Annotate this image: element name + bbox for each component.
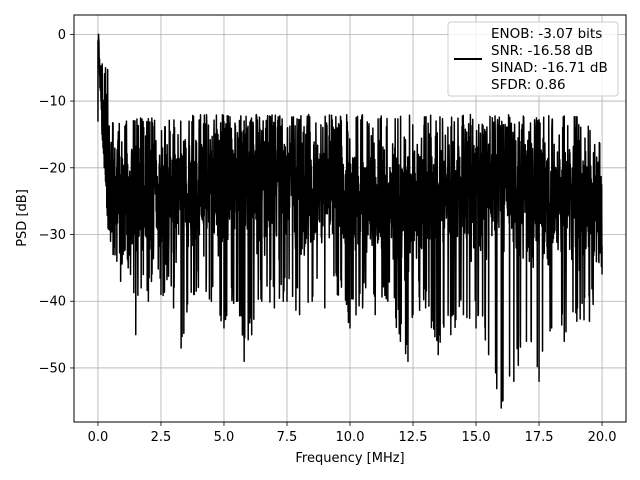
y-tick-label: −30 <box>39 228 66 243</box>
y-ticks: 0 −10 −20 −30 −40 −50 <box>39 28 74 376</box>
psd-series-line <box>97 33 603 409</box>
x-tick-label: 2.5 <box>151 430 172 445</box>
y-tick-label: −20 <box>39 161 66 176</box>
x-tick-label: 10.0 <box>336 430 365 445</box>
x-axis-label: Frequency [MHz] <box>295 451 404 466</box>
y-axis-label: PSD [dB] <box>15 189 30 247</box>
x-tick-label: 15.0 <box>462 430 491 445</box>
legend-sfdr: SFDR: 0.86 <box>491 77 566 93</box>
x-tick-label: 17.5 <box>525 430 554 445</box>
x-tick-label: 7.5 <box>277 430 298 445</box>
x-tick-label: 5.0 <box>214 430 235 445</box>
y-tick-label: 0 <box>58 28 66 43</box>
x-tick-label: 20.0 <box>588 430 617 445</box>
legend-snr: SNR: -16.58 dB <box>491 43 593 59</box>
y-tick-label: −10 <box>39 95 66 110</box>
x-ticks: 0.0 2.5 5.0 7.5 10.0 12.5 15.0 17.5 20.0 <box>88 422 617 445</box>
legend: ENOB: -3.07 bits SNR: -16.58 dB SINAD: -… <box>447 21 619 97</box>
y-tick-label: −50 <box>39 361 66 376</box>
legend-enob: ENOB: -3.07 bits <box>491 26 602 42</box>
y-tick-label: −40 <box>39 295 66 310</box>
legend-sinad: SINAD: -16.71 dB <box>491 60 608 76</box>
x-tick-label: 0.0 <box>88 430 109 445</box>
series-layer <box>97 33 603 409</box>
x-tick-label: 12.5 <box>399 430 428 445</box>
legend-box <box>447 21 619 97</box>
